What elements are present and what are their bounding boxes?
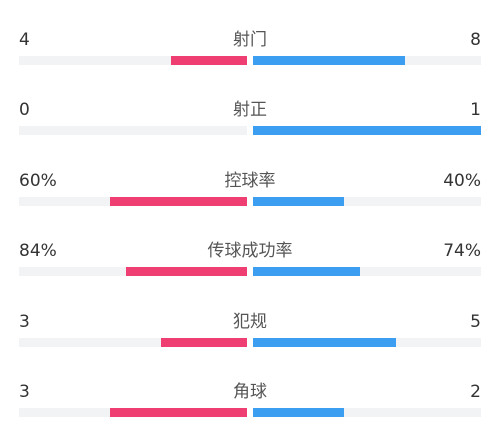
home-value: 84% <box>19 241 57 261</box>
home-bar-track <box>19 56 247 65</box>
away-value: 2 <box>470 382 481 402</box>
away-bar <box>253 267 360 276</box>
away-bar <box>253 126 481 135</box>
stat-row-pass-accuracy: 84% 传球成功率 74% <box>0 240 500 300</box>
stat-row-shots: 4 射门 8 <box>0 29 500 89</box>
home-bar <box>110 408 247 417</box>
away-bar-track <box>253 267 481 276</box>
away-value: 40% <box>443 171 481 191</box>
stat-label: 犯规 <box>233 312 267 332</box>
away-value: 74% <box>443 241 481 261</box>
stat-label: 控球率 <box>224 171 276 191</box>
home-value: 0 <box>19 100 30 120</box>
stat-row-possession: 60% 控球率 40% <box>0 170 500 230</box>
home-bar-track <box>19 267 247 276</box>
away-bar <box>253 56 405 65</box>
stat-row-fouls: 3 犯规 5 <box>0 311 500 371</box>
stat-row-shots-on-target: 0 射正 1 <box>0 99 500 159</box>
home-bar-track <box>19 197 247 206</box>
home-bar-track <box>19 338 247 347</box>
away-bar-track <box>253 126 481 135</box>
stat-row-corners: 3 角球 2 <box>0 381 500 441</box>
home-bar-track <box>19 126 247 135</box>
home-value: 3 <box>19 312 30 332</box>
home-value: 4 <box>19 30 30 50</box>
stat-label: 传球成功率 <box>207 241 293 261</box>
away-bar-track <box>253 408 481 417</box>
stat-label: 射门 <box>233 30 267 50</box>
home-bar-track <box>19 408 247 417</box>
away-value: 5 <box>470 312 481 332</box>
home-value: 3 <box>19 382 30 402</box>
home-bar <box>110 197 247 206</box>
away-bar-track <box>253 338 481 347</box>
home-bar <box>126 267 247 276</box>
away-bar <box>253 408 344 417</box>
home-value: 60% <box>19 171 57 191</box>
away-value: 1 <box>470 100 481 120</box>
away-bar-track <box>253 56 481 65</box>
home-bar <box>171 56 247 65</box>
away-bar-track <box>253 197 481 206</box>
stat-label: 射正 <box>233 100 267 120</box>
away-bar <box>253 338 396 347</box>
away-value: 8 <box>470 30 481 50</box>
home-bar <box>161 338 247 347</box>
away-bar <box>253 197 344 206</box>
stat-label: 角球 <box>233 382 267 402</box>
